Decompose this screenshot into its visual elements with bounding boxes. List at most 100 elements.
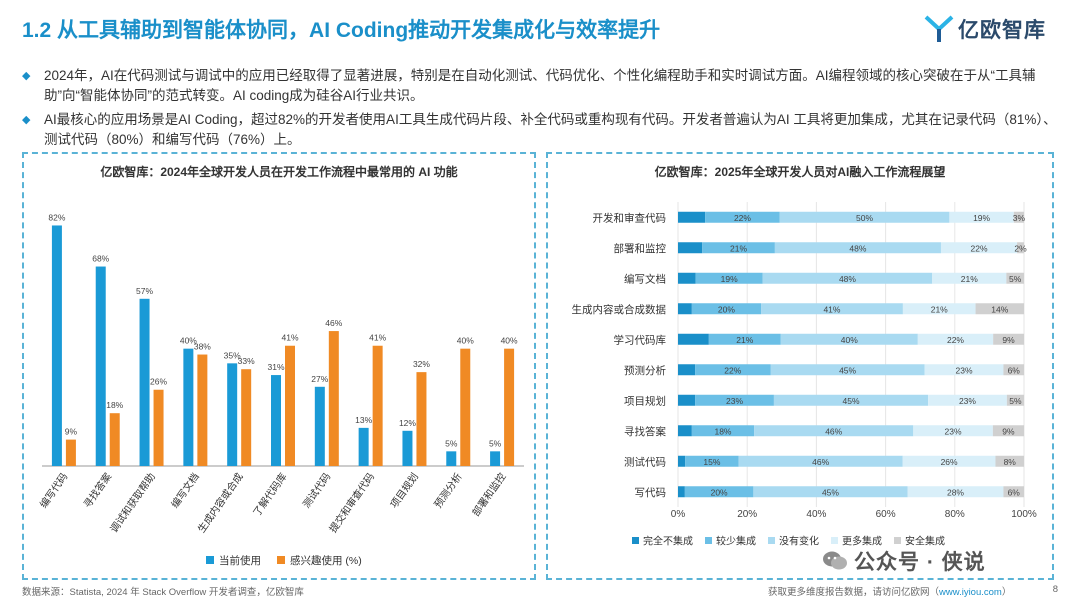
footer-link[interactable]: www.iyiou.com <box>939 587 1002 598</box>
data-label: 46% <box>325 318 342 328</box>
data-label: 32% <box>413 359 430 369</box>
stacked-segment <box>762 272 933 284</box>
bar <box>504 348 515 466</box>
bar <box>109 413 120 466</box>
legend-swatch <box>206 556 214 564</box>
bar <box>65 439 76 466</box>
stacked-segment <box>685 455 739 467</box>
stacked-segment <box>928 394 1007 406</box>
stacked-segment <box>913 425 993 437</box>
data-label: 2% <box>1014 243 1027 253</box>
page-number: 8 <box>1052 584 1058 595</box>
stacked-segment <box>780 333 918 345</box>
stacked-segment <box>695 364 771 376</box>
data-label: 26% <box>941 457 958 467</box>
stacked-segment <box>770 364 925 376</box>
data-label: 5% <box>489 438 502 448</box>
stacked-segment <box>940 242 1018 254</box>
data-label: 6% <box>1008 365 1021 375</box>
stacked-segment <box>924 364 1004 376</box>
footer-note: 获取更多维度报告数据，请访问亿欧网（www.iyiou.com） <box>768 584 1011 598</box>
watermark-text: 公众号 · 侠说 <box>854 551 986 574</box>
stacked-segment <box>691 425 755 437</box>
stacked-segment <box>1003 486 1024 498</box>
data-label: 21% <box>961 274 978 284</box>
stacked-segment <box>995 455 1024 467</box>
bar <box>314 386 325 466</box>
stacked-segment <box>932 272 1007 284</box>
bullet-text: AI最核心的应用场景是AI Coding，超过82%的开发者使用AI工具生成代码… <box>44 112 1057 147</box>
data-label: 68% <box>92 254 109 264</box>
bar <box>95 266 106 466</box>
category-label: 编写代码 <box>37 470 71 510</box>
data-label: 5% <box>1009 274 1022 284</box>
stacked-segment <box>705 211 780 223</box>
category-label: 项目规划 <box>387 470 421 510</box>
usage-bar-chart: 亿欧智库：2024年全球开发人员在开发工作流程中最常用的 AI 功能 82% 9% 编… <box>37 164 524 567</box>
data-label: 46% <box>812 457 829 467</box>
data-label: 22% <box>971 243 988 253</box>
data-label: 18% <box>714 426 731 436</box>
bar <box>51 225 62 466</box>
category-label: 寻找答案 <box>81 470 115 510</box>
bar <box>402 430 413 466</box>
data-label: 23% <box>726 396 743 406</box>
legend-label: 较少集成 <box>716 535 756 548</box>
stacked-segment <box>1017 242 1024 254</box>
bullet-point: ◆ 2024年，AI在代码测试与调试中的应用已经取得了显著进展，特别是在自动化测… <box>22 66 1062 106</box>
legend-label: 当前使用 <box>219 554 261 567</box>
data-label: 9% <box>1002 426 1015 436</box>
brand-logo: 亿欧智库 <box>924 14 1046 44</box>
data-label: 5% <box>1009 396 1022 406</box>
data-label: 40% <box>501 336 518 346</box>
category-label: 测试代码 <box>300 470 334 510</box>
chart-title: 亿欧智库：2024年全球开发人员在开发工作流程中最常用的 AI 功能 <box>100 164 457 179</box>
left-chart-panel: 亿欧智库：2024年全球开发人员在开发工作流程中最常用的 AI 功能 82% 9% 编… <box>22 152 536 580</box>
data-label: 28% <box>947 487 964 497</box>
x-tick-label: 60% <box>876 509 896 520</box>
legend-swatch <box>894 537 901 544</box>
category-label: 编写文档 <box>168 470 202 510</box>
data-label: 15% <box>703 457 720 467</box>
category-label: 生成内容或合成 <box>195 470 246 535</box>
x-tick-label: 100% <box>1011 509 1037 520</box>
data-label: 41% <box>281 333 298 343</box>
data-label: 13% <box>355 415 372 425</box>
category-label: 开发和审查代码 <box>593 211 667 224</box>
category-label: 学习代码库 <box>614 333 667 346</box>
data-label: 22% <box>947 335 964 345</box>
data-label: 19% <box>721 274 738 284</box>
data-label: 9% <box>65 427 78 437</box>
page-title: 1.2 从工具辅助到智能体协同，AI Coding推动开发集成化与效率提升 <box>22 19 661 42</box>
data-label: 40% <box>180 336 197 346</box>
data-label: 45% <box>839 365 856 375</box>
watermark: 公众号 · 侠说 <box>822 546 986 576</box>
data-label: 41% <box>823 304 840 314</box>
data-label: 41% <box>369 333 386 343</box>
logo-text: 亿欧智库 <box>958 19 1046 42</box>
data-label: 82% <box>48 212 65 222</box>
category-label: 了解代码库 <box>250 470 289 518</box>
stacked-segment <box>774 242 941 254</box>
stacked-segment <box>678 303 692 315</box>
stacked-segment <box>684 486 754 498</box>
x-tick-label: 20% <box>737 509 757 520</box>
stacked-segment <box>949 211 1014 223</box>
stacked-segment <box>702 242 775 254</box>
footer-suffix: ） <box>1001 587 1012 598</box>
stacked-segment <box>992 425 1024 437</box>
stacked-segment <box>773 394 929 406</box>
stacked-segment <box>678 364 696 376</box>
category-label: 测试代码 <box>624 455 666 468</box>
stacked-segment <box>917 333 994 345</box>
stacked-segment <box>678 333 709 345</box>
legend-label: 安全集成 <box>905 535 945 548</box>
bullet-text: 2024年，AI在代码测试与调试中的应用已经取得了显著进展，特别是在自动化测试、… <box>44 68 1036 103</box>
bar <box>183 348 194 466</box>
x-tick-label: 80% <box>945 509 965 520</box>
category-label: 提交和审查代码 <box>326 470 377 535</box>
data-label: 3% <box>1013 213 1026 223</box>
category-label: 调试和获取帮助 <box>107 470 158 535</box>
wechat-icon <box>823 551 847 570</box>
bar <box>358 427 369 466</box>
